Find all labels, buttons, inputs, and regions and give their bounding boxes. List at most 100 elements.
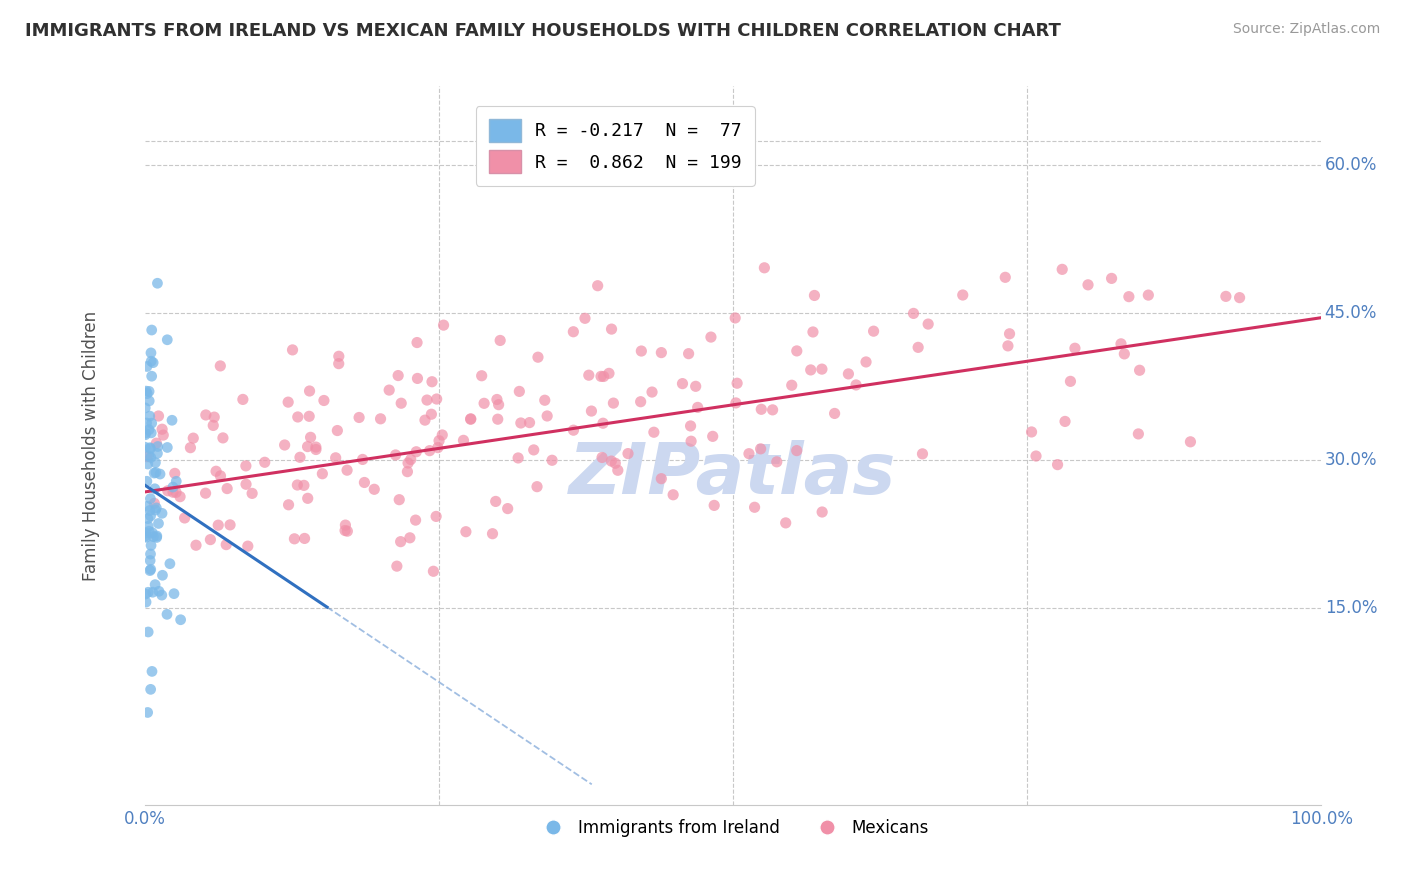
Point xyxy=(139,682,162,697)
Point xyxy=(432,318,454,333)
Text: 60.0%: 60.0% xyxy=(1324,156,1376,174)
Point xyxy=(387,368,409,383)
Point xyxy=(139,508,162,523)
Point xyxy=(679,419,702,434)
Text: ZIPatlas: ZIPatlas xyxy=(569,440,897,509)
Point xyxy=(146,277,169,291)
Point xyxy=(453,434,475,448)
Point xyxy=(152,428,174,442)
Point xyxy=(724,396,747,410)
Point xyxy=(136,519,159,533)
Text: Source: ZipAtlas.com: Source: ZipAtlas.com xyxy=(1233,22,1381,37)
Point xyxy=(253,455,276,469)
Point xyxy=(581,404,603,418)
Point xyxy=(179,441,201,455)
Point xyxy=(592,369,614,384)
Point xyxy=(472,396,495,410)
Point xyxy=(686,401,709,415)
Point xyxy=(135,526,157,541)
Point xyxy=(845,378,868,392)
Point xyxy=(194,486,217,500)
Point xyxy=(1050,262,1073,277)
Point xyxy=(277,498,299,512)
Point xyxy=(141,416,163,430)
Point xyxy=(298,384,321,398)
Point xyxy=(145,531,167,545)
Point xyxy=(173,511,195,525)
Point xyxy=(617,446,640,460)
Point xyxy=(184,538,207,552)
Point xyxy=(159,557,181,571)
Point xyxy=(744,500,766,515)
Point xyxy=(165,485,187,500)
Point xyxy=(181,431,204,445)
Point xyxy=(605,456,627,470)
Point xyxy=(406,335,429,350)
Point xyxy=(405,513,427,527)
Point xyxy=(533,393,555,408)
Point xyxy=(703,499,725,513)
Point xyxy=(903,306,925,320)
Point xyxy=(1021,425,1043,439)
Point xyxy=(312,393,335,408)
Point xyxy=(138,503,160,517)
Point xyxy=(202,410,225,425)
Point xyxy=(1129,363,1152,377)
Point xyxy=(148,516,170,531)
Point xyxy=(917,317,939,331)
Point xyxy=(384,448,406,462)
Point xyxy=(328,357,350,371)
Point xyxy=(294,532,316,546)
Point xyxy=(370,412,392,426)
Point xyxy=(292,478,315,492)
Point xyxy=(150,588,173,602)
Point xyxy=(136,500,159,514)
Point xyxy=(209,359,232,373)
Point xyxy=(283,532,305,546)
Point xyxy=(143,466,166,480)
Point xyxy=(1215,289,1237,303)
Point xyxy=(685,379,707,393)
Point xyxy=(724,310,747,325)
Point xyxy=(399,531,422,545)
Point xyxy=(143,577,166,591)
Point xyxy=(212,431,235,445)
Point xyxy=(765,455,787,469)
Point xyxy=(141,354,163,368)
Text: 15.0%: 15.0% xyxy=(1324,599,1378,617)
Text: 45.0%: 45.0% xyxy=(1324,304,1376,322)
Point xyxy=(600,454,623,468)
Point xyxy=(405,444,427,458)
Point xyxy=(523,442,546,457)
Point xyxy=(134,401,156,415)
Point xyxy=(509,416,531,430)
Point xyxy=(138,524,160,539)
Point xyxy=(142,530,165,544)
Point xyxy=(508,384,530,399)
Point xyxy=(811,505,834,519)
Point xyxy=(519,416,541,430)
Point xyxy=(134,427,156,442)
Point xyxy=(389,396,412,410)
Point xyxy=(454,524,477,539)
Point xyxy=(200,533,222,547)
Point xyxy=(678,346,700,360)
Point xyxy=(399,452,422,467)
Point xyxy=(1229,291,1251,305)
Point xyxy=(396,456,419,470)
Point xyxy=(419,443,441,458)
Point xyxy=(396,465,419,479)
Point xyxy=(1053,414,1076,428)
Point xyxy=(135,384,157,398)
Legend: Immigrants from Ireland, Mexicans: Immigrants from Ireland, Mexicans xyxy=(530,812,936,844)
Point xyxy=(420,375,443,389)
Point xyxy=(650,472,672,486)
Point xyxy=(420,407,443,421)
Point xyxy=(427,434,450,448)
Point xyxy=(997,339,1019,353)
Point xyxy=(738,447,761,461)
Point xyxy=(328,349,350,363)
Point xyxy=(139,553,162,567)
Point xyxy=(326,424,349,438)
Point xyxy=(134,425,156,440)
